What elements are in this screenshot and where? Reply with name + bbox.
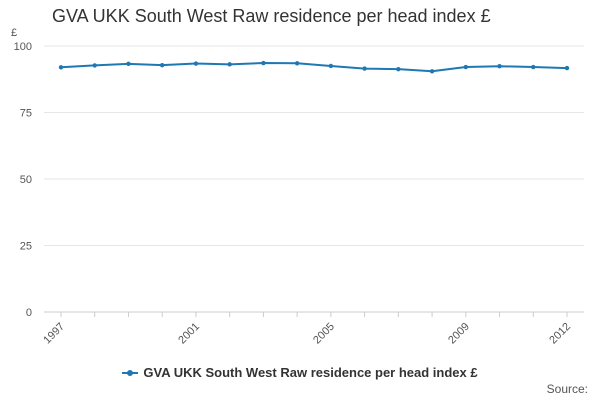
- data-point[interactable]: [396, 66, 401, 72]
- data-point[interactable]: [429, 69, 435, 74]
- data-point[interactable]: [531, 64, 536, 70]
- data-point[interactable]: [497, 64, 502, 69]
- y-tick-label: 0: [26, 307, 32, 319]
- data-point[interactable]: [227, 62, 232, 67]
- series-line: [60, 62, 568, 73]
- data-point[interactable]: [126, 61, 131, 67]
- legend-marker: [127, 369, 134, 376]
- data-point[interactable]: [328, 63, 334, 69]
- data-point[interactable]: [193, 61, 199, 66]
- legend-swatch: [122, 369, 139, 376]
- y-tick-label: 25: [20, 241, 32, 253]
- x-tick-label: 2001: [176, 321, 202, 347]
- data-point[interactable]: [58, 65, 64, 70]
- chart-title: GVA UKK South West Raw residence per hea…: [52, 6, 491, 26]
- x-tick-label: 2009: [446, 321, 472, 347]
- data-point[interactable]: [362, 66, 367, 71]
- data-point[interactable]: [463, 64, 468, 70]
- source-label: Source:: [546, 382, 588, 396]
- y-tick-label: 100: [14, 41, 32, 53]
- data-point[interactable]: [294, 61, 300, 66]
- y-tick-label: 75: [20, 108, 32, 120]
- legend-label: GVA UKK South West Raw residence per hea…: [143, 365, 478, 380]
- data-point[interactable]: [261, 60, 266, 66]
- x-tick-label: 1997: [41, 321, 67, 347]
- data-point[interactable]: [564, 65, 570, 71]
- data-point[interactable]: [160, 62, 165, 68]
- y-tick-label: 50: [20, 174, 32, 186]
- y-axis-label: £: [11, 27, 17, 39]
- legend[interactable]: GVA UKK South West Raw residence per hea…: [0, 365, 600, 380]
- x-tick-label: 2012: [547, 321, 573, 347]
- data-point[interactable]: [92, 63, 97, 68]
- x-tick-label: 2005: [311, 321, 337, 347]
